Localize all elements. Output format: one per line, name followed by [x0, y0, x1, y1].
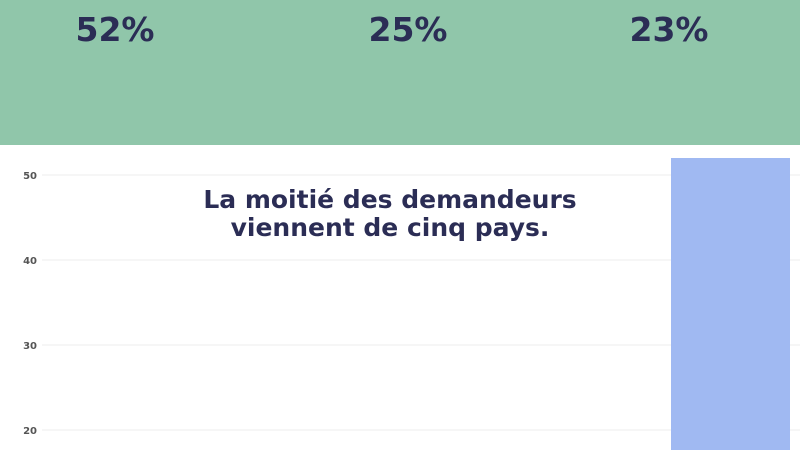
bar-chart: 20 30 40 50	[23, 158, 800, 450]
percentage-1: 52%	[75, 10, 155, 49]
percentage-2: 25%	[368, 10, 448, 49]
percentage-band: 52% 25% 23%	[0, 0, 800, 145]
y-tick-label: 50	[23, 171, 37, 182]
y-tick-label: 30	[23, 341, 37, 352]
y-tick-label: 40	[23, 256, 37, 267]
bar	[671, 158, 790, 450]
y-tick-label: 20	[23, 426, 37, 437]
percentage-3: 23%	[629, 10, 709, 49]
chart-title: La moitié des demandeurs viennent de cin…	[203, 185, 577, 242]
